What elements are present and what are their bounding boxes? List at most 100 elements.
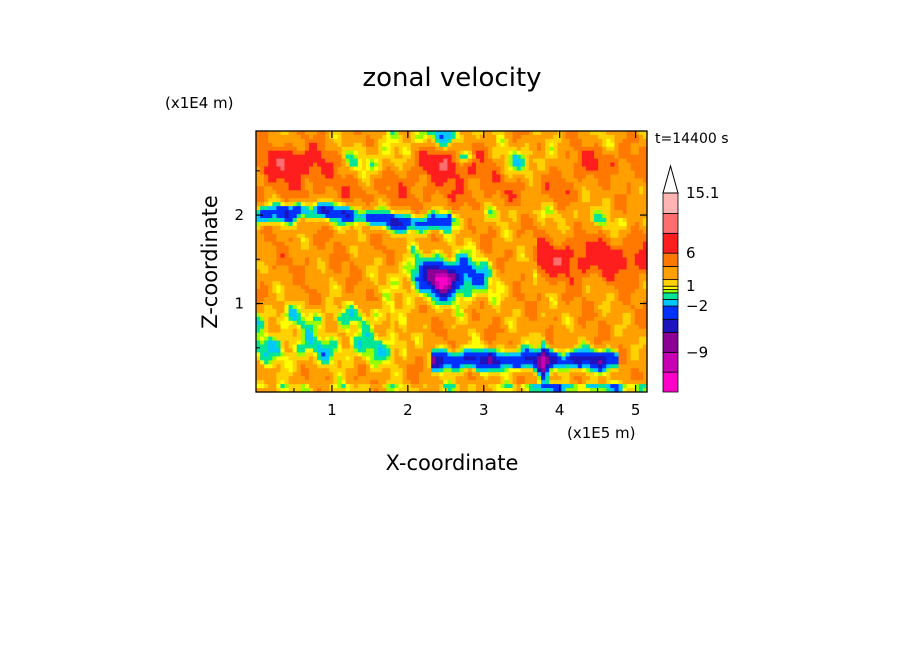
- contour-cell: [569, 285, 575, 290]
- contour-cell: [528, 210, 534, 215]
- contour-cell: [427, 206, 432, 211]
- contour-cell: [402, 174, 408, 180]
- contour-cell: [459, 332, 465, 338]
- contour-cell: [296, 158, 302, 164]
- contour-cell: [467, 158, 473, 164]
- contour-cell: [630, 324, 636, 330]
- contour-cell: [329, 158, 334, 164]
- contour-cell: [292, 174, 298, 180]
- contour-cell: [573, 249, 579, 255]
- contour-cell: [410, 158, 416, 164]
- contour-cell: [308, 297, 314, 302]
- contour-cell: [528, 316, 534, 322]
- contour-cell: [488, 261, 493, 267]
- contour-cell: [561, 162, 567, 168]
- contour-cell: [402, 194, 408, 199]
- contour-cell: [337, 257, 343, 263]
- contour-cell: [268, 166, 273, 172]
- contour-cell: [329, 301, 334, 306]
- contour-cell: [378, 134, 383, 140]
- contour-cell: [626, 269, 632, 274]
- contour-cell: [386, 289, 391, 294]
- contour-cell: [370, 245, 375, 251]
- contour-cell: [553, 245, 558, 251]
- contour-cell: [256, 281, 261, 286]
- contour-cell: [618, 182, 624, 187]
- contour-cell: [280, 281, 286, 286]
- contour-cell: [357, 285, 363, 290]
- contour-cell: [386, 162, 391, 168]
- contour-cell: [549, 293, 554, 298]
- contour-cell: [357, 138, 363, 144]
- contour-cell: [304, 158, 310, 164]
- contour-cell: [313, 257, 318, 263]
- contour-cell: [439, 257, 444, 263]
- contour-cell: [581, 305, 587, 310]
- contour-cell: [610, 162, 616, 168]
- contour-cell: [370, 265, 375, 270]
- contour-cell: [264, 190, 269, 195]
- contour-cell: [337, 328, 343, 334]
- contour-cell: [606, 241, 611, 247]
- contour-cell: [459, 186, 465, 191]
- contour-cell: [589, 225, 595, 231]
- contour-cell: [642, 285, 648, 290]
- contour-cell: [276, 150, 282, 156]
- contour-cell: [300, 182, 306, 187]
- contour-cell: [480, 297, 485, 302]
- contour-cell: [618, 221, 624, 227]
- contour-cell: [288, 166, 294, 172]
- contour-cell: [422, 158, 428, 164]
- contour-cell: [642, 146, 648, 152]
- contour-cell: [557, 261, 563, 267]
- contour-cell: [276, 305, 282, 310]
- contour-cell: [537, 194, 542, 199]
- contour-cell: [606, 261, 611, 267]
- contour-cell: [361, 281, 367, 286]
- contour-cell: [317, 150, 322, 156]
- contour-cell: [406, 249, 412, 255]
- contour-cell: [589, 328, 595, 334]
- contour-cell: [374, 225, 379, 231]
- contour-cell: [443, 312, 449, 318]
- contour-cell: [500, 134, 506, 140]
- contour-cell: [280, 237, 286, 243]
- contour-cell: [589, 146, 595, 152]
- contour-cell: [296, 324, 302, 330]
- contour-cell: [264, 218, 269, 223]
- contour-cell: [361, 182, 367, 187]
- contour-cell: [581, 186, 587, 191]
- contour-cell: [642, 293, 648, 298]
- contour-cell: [288, 214, 294, 219]
- contour-cell: [321, 308, 326, 314]
- contour-cell: [569, 174, 575, 180]
- contour-cell: [622, 210, 628, 215]
- contour-cell: [622, 328, 628, 334]
- contour-cell: [317, 293, 322, 298]
- contour-cell: [386, 261, 391, 267]
- contour-cell: [280, 301, 286, 306]
- contour-cell: [610, 277, 616, 282]
- contour-cell: [325, 218, 330, 223]
- contour-cell: [598, 186, 603, 191]
- contour-cell: [410, 324, 416, 330]
- contour-cell: [598, 229, 603, 235]
- contour-cell: [459, 218, 465, 223]
- contour-cell: [402, 273, 408, 278]
- contour-cell: [443, 134, 449, 140]
- contour-cell: [288, 332, 294, 338]
- contour-cell: [594, 297, 599, 302]
- contour-cell: [357, 265, 363, 270]
- contour-cell: [459, 206, 465, 211]
- contour-cell: [386, 134, 391, 140]
- contour-cell: [561, 146, 567, 152]
- contour-cell: [260, 241, 265, 247]
- contour-cell: [370, 186, 375, 191]
- contour-cell: [565, 134, 571, 140]
- contour-cell: [484, 237, 489, 243]
- contour-cell: [492, 316, 497, 322]
- contour-cell: [638, 221, 644, 227]
- contour-cell: [333, 316, 339, 322]
- contour-cell: [256, 253, 261, 259]
- contour-cell: [431, 142, 436, 148]
